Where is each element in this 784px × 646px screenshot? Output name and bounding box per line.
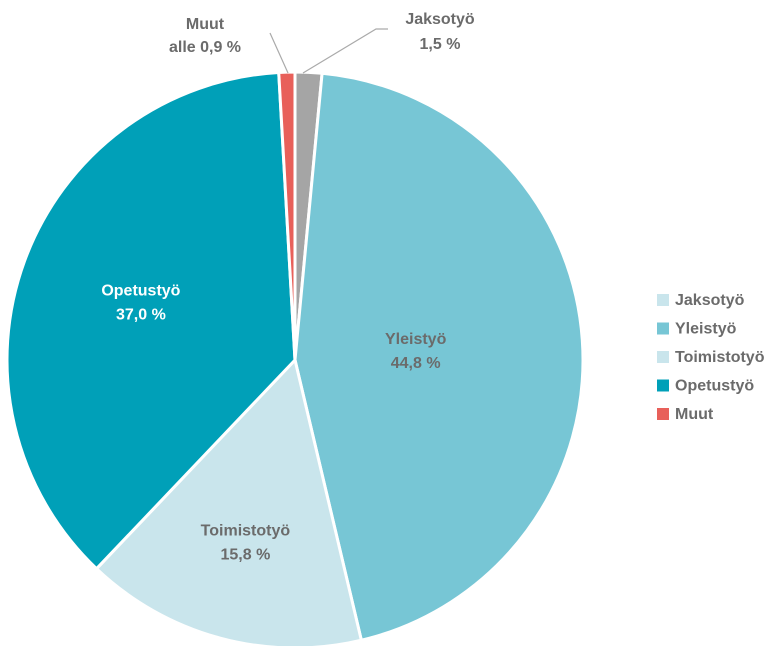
slice-value: 1,5 % [420, 36, 461, 53]
slice-value: alle 0,9 % [169, 39, 241, 56]
pie-slice [277, 70, 297, 361]
pie-slice [5, 70, 297, 571]
slice-label: Toimistotyö [201, 523, 291, 540]
legend-swatch [657, 379, 669, 392]
legend-swatch [657, 351, 669, 363]
slice-label: Jaksotyö [405, 11, 475, 28]
slice-label: Opetustyö [101, 283, 180, 300]
legend-label: Jaksotyö [675, 292, 745, 309]
legend-label: Toimistotyö [675, 349, 765, 366]
slice-value: 37,0 % [116, 307, 166, 324]
legend-swatch [657, 322, 669, 335]
leader-line [269, 32, 289, 74]
leader-line [302, 28, 388, 74]
slice-value: 44,8 % [391, 355, 441, 372]
legend-label: Opetustyö [675, 378, 754, 395]
slice-value: 15,8 % [221, 547, 271, 564]
legend-swatch [657, 408, 669, 420]
slice-label: Muut [186, 16, 225, 33]
legend-label: Muut [675, 406, 714, 423]
pie-slice [293, 71, 585, 643]
legend-swatch [657, 294, 669, 306]
legend-label: Yleistyö [675, 321, 737, 338]
slice-label: Yleistyö [385, 331, 447, 348]
